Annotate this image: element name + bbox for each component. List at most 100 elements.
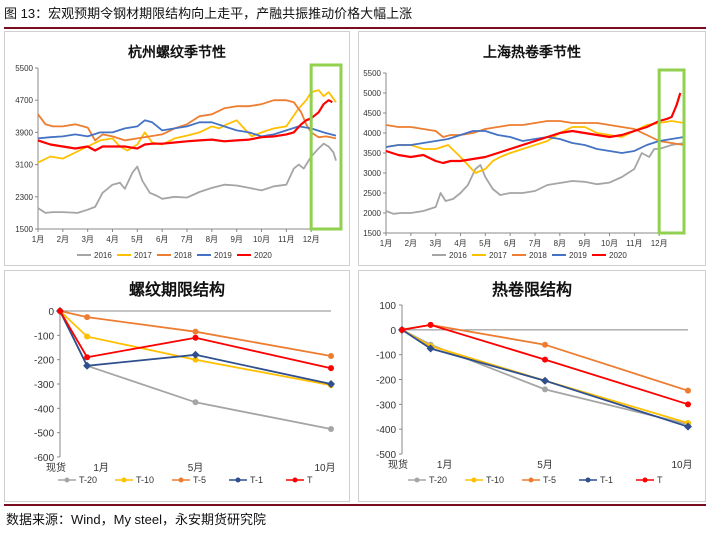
x-tick-label: 9月 bbox=[230, 235, 242, 244]
legend-label-2020: 2020 bbox=[254, 251, 272, 260]
legend-label-2016: 2016 bbox=[94, 251, 112, 260]
legend-label-T-20: T-20 bbox=[429, 475, 447, 485]
chart-frame bbox=[4, 31, 350, 266]
y-tick-label: 3000 bbox=[363, 169, 381, 178]
legend-label-T-5: T-5 bbox=[543, 475, 556, 485]
legend-label-2018: 2018 bbox=[174, 251, 192, 260]
x-tick-label: 11月 bbox=[626, 239, 642, 248]
y-tick-label: 4000 bbox=[363, 129, 381, 138]
legend-marker-T-10 bbox=[121, 477, 127, 483]
series-line-2019 bbox=[385, 130, 685, 154]
y-tick-label: 3100 bbox=[15, 161, 33, 170]
legend-marker-T bbox=[642, 477, 648, 483]
chart-svg: 热卷限结构 -500 -400 -300 -200 -100 0 100 现货 1月 5月 10月 T-… bbox=[358, 270, 706, 502]
series-point-T-5 bbox=[685, 387, 691, 394]
highlight-box bbox=[657, 68, 686, 235]
series-point-T-5 bbox=[328, 353, 334, 360]
chart-title: 上海热卷季节性 bbox=[483, 44, 581, 60]
y-tick-label: -300 bbox=[376, 400, 396, 411]
x-tick-label: 2月 bbox=[57, 235, 69, 244]
series-line-T bbox=[401, 323, 689, 406]
top-rule bbox=[4, 27, 706, 29]
y-tick-label: -500 bbox=[34, 429, 54, 440]
y-tick-label: -300 bbox=[34, 380, 54, 391]
chart-hrc-seasonality: 上海热卷季节性 1500 2000 2500 3000 3500 4000 4500 5000 5… bbox=[358, 31, 706, 266]
series-point-T bbox=[192, 334, 199, 341]
legend-marker-T-1 bbox=[585, 477, 591, 483]
legend-marker-T bbox=[292, 477, 298, 483]
series-point-T-5 bbox=[542, 341, 548, 348]
chart-title: 热卷限结构 bbox=[492, 280, 572, 299]
y-tick-label: -100 bbox=[376, 351, 396, 362]
legend-label-2017: 2017 bbox=[134, 251, 152, 260]
series-point-T-1 bbox=[684, 422, 692, 431]
series-line-2017 bbox=[37, 89, 337, 164]
chart-frame bbox=[358, 270, 706, 502]
legend-marker-T-10 bbox=[471, 477, 477, 483]
x-tick-label: 6月 bbox=[504, 239, 516, 248]
series-point-T bbox=[399, 326, 405, 333]
x-tick-label: 10月 bbox=[671, 459, 692, 471]
highlight-box bbox=[309, 63, 343, 231]
x-tick-label: 现货 bbox=[46, 461, 66, 474]
chart-svg: 螺纹期限结构 -600 -500 -400 -300 -200 -100 0 现货 1月 5月 10月… bbox=[4, 270, 350, 502]
y-tick-label: 2000 bbox=[363, 209, 381, 218]
chart-frame bbox=[358, 31, 706, 266]
y-tick-label: 1500 bbox=[363, 229, 381, 238]
y-tick-label: 3900 bbox=[15, 128, 33, 137]
figure-title: 图 13：宏观预期令钢材期限结构向上走平，产融共振推动价格大幅上涨 bbox=[4, 6, 413, 21]
legend-label-2019: 2019 bbox=[569, 251, 587, 260]
legend-label-T-10: T-10 bbox=[136, 475, 154, 485]
x-tick-label: 10月 bbox=[601, 239, 618, 248]
series-point-T bbox=[328, 365, 334, 372]
series-point-T-1 bbox=[541, 376, 549, 385]
legend-label-2020: 2020 bbox=[609, 251, 627, 260]
x-tick-label: 6月 bbox=[156, 235, 168, 244]
series-line-2018 bbox=[385, 120, 685, 146]
x-tick-label: 12月 bbox=[303, 235, 320, 244]
x-tick-label: 3月 bbox=[81, 235, 93, 244]
y-tick-label: 0 bbox=[48, 307, 54, 318]
series-point-T-5 bbox=[84, 314, 91, 321]
legend-label-2018: 2018 bbox=[529, 251, 547, 260]
y-tick-label: 5000 bbox=[363, 89, 381, 98]
y-tick-label: 5500 bbox=[15, 64, 33, 73]
x-tick-label: 10月 bbox=[253, 235, 270, 244]
series-line-T-10 bbox=[401, 329, 689, 424]
chart-hrc-term-structure: 热卷限结构 -500 -400 -300 -200 -100 0 100 现货 1月 5月 10月 T-… bbox=[358, 270, 706, 502]
legend-label-T-1: T-1 bbox=[250, 475, 263, 485]
legend-label-T-1: T-1 bbox=[600, 475, 613, 485]
x-tick-label: 2月 bbox=[405, 239, 417, 248]
y-tick-label: 2300 bbox=[15, 193, 33, 202]
series-point-T bbox=[685, 401, 691, 408]
series-line-2020 bbox=[37, 99, 333, 152]
legend-marker-T-20 bbox=[414, 477, 420, 483]
x-tick-label: 11月 bbox=[278, 235, 294, 244]
legend-label-T-20: T-20 bbox=[79, 475, 97, 485]
x-tick-label: 4月 bbox=[454, 239, 466, 248]
x-tick-label: 现货 bbox=[388, 458, 408, 471]
series-point-T-10 bbox=[84, 333, 91, 340]
x-tick-label: 4月 bbox=[106, 235, 118, 244]
legend-label-2019: 2019 bbox=[214, 251, 232, 260]
x-tick-label: 9月 bbox=[578, 239, 590, 248]
x-tick-label: 8月 bbox=[554, 239, 566, 248]
bottom-rule bbox=[4, 504, 706, 506]
y-tick-label: 0 bbox=[390, 326, 396, 337]
legend-marker-T-1 bbox=[235, 477, 241, 483]
series-point-T-20 bbox=[542, 386, 548, 393]
x-tick-label: 1月 bbox=[93, 462, 109, 474]
chart-title: 螺纹期限结构 bbox=[129, 280, 225, 299]
series-point-T-1 bbox=[83, 361, 92, 370]
y-tick-label: 5500 bbox=[363, 69, 381, 78]
x-tick-label: 5月 bbox=[131, 235, 143, 244]
legend-label-T-10: T-10 bbox=[486, 475, 504, 485]
x-tick-label: 7月 bbox=[529, 239, 541, 248]
series-point-T-20 bbox=[328, 426, 334, 433]
chart-rebar-seasonality: 杭州螺纹季节性 1500 2300 3100 3900 4700 5500 1月 2月 3月 4月 5… bbox=[4, 31, 350, 266]
series-point-T bbox=[84, 354, 91, 361]
series-point-T bbox=[427, 321, 434, 328]
x-tick-label: 5月 bbox=[537, 459, 553, 471]
series-line-2018 bbox=[37, 99, 337, 142]
x-tick-label: 7月 bbox=[181, 235, 193, 244]
